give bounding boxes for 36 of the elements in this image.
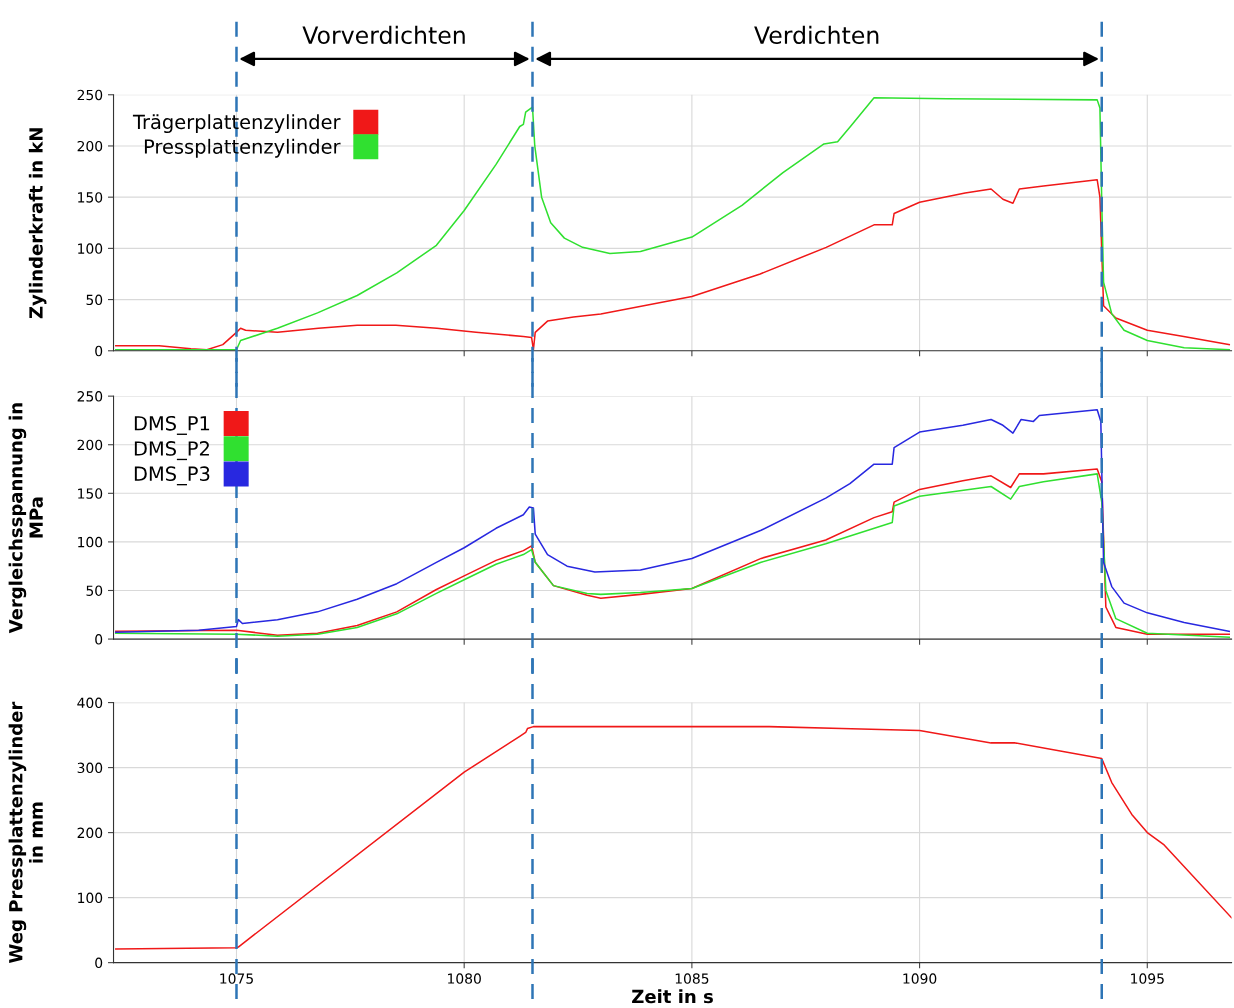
legend-label: Trägerplattenzylinder [132, 114, 341, 134]
y-axis-title: Zylinderkraft in kN [28, 128, 47, 319]
x-tick-label: 1085 [675, 973, 709, 984]
legend-label: DMS_P2 [134, 441, 209, 461]
x-tick-label: 1075 [220, 973, 253, 984]
legend-label: DMS_P1 [134, 415, 210, 435]
y-tick-label: 250 [77, 89, 103, 101]
x-tick-label: 1090 [903, 973, 937, 984]
text: Verdichten [754, 25, 879, 45]
y-tick-label: 50 [86, 294, 103, 306]
y-tick-label: 400 [77, 697, 103, 709]
x-tick-label: 1080 [448, 973, 481, 984]
y-tick-label: 0 [95, 957, 103, 969]
y-tick-label: 50 [86, 585, 103, 596]
x-axis-title: Zeit in s [632, 989, 713, 1004]
y-tick-label: 100 [78, 892, 103, 904]
y-tick-label: 150 [78, 192, 103, 203]
y-tick-label: 150 [78, 488, 103, 499]
y-tick-label: 0 [95, 634, 103, 645]
y-tick-label: 100 [78, 243, 103, 254]
y-tick-label: 200 [77, 827, 103, 839]
legend-label: Pressplattenzylinder [144, 138, 341, 158]
y-tick-label: 100 [78, 536, 103, 548]
x-tick-label: 1095 [1131, 973, 1164, 984]
y-axis-title: Vergleichsspannung in MPa [8, 403, 43, 634]
y-tick-label: 0 [95, 345, 103, 357]
y-tick-label: 200 [77, 140, 103, 152]
y-tick-label: 300 [77, 762, 103, 774]
line-series [115, 725, 1232, 950]
text: Vorverdichten [302, 25, 465, 45]
y-tick-label: 200 [77, 439, 103, 451]
legend-label: DMS_P3 [134, 466, 210, 486]
line-series [115, 97, 1231, 351]
y-axis-title: Weg Pressplattenzylinder in mm [8, 701, 43, 963]
y-tick-label: 250 [77, 391, 103, 402]
line-series [115, 408, 1231, 634]
